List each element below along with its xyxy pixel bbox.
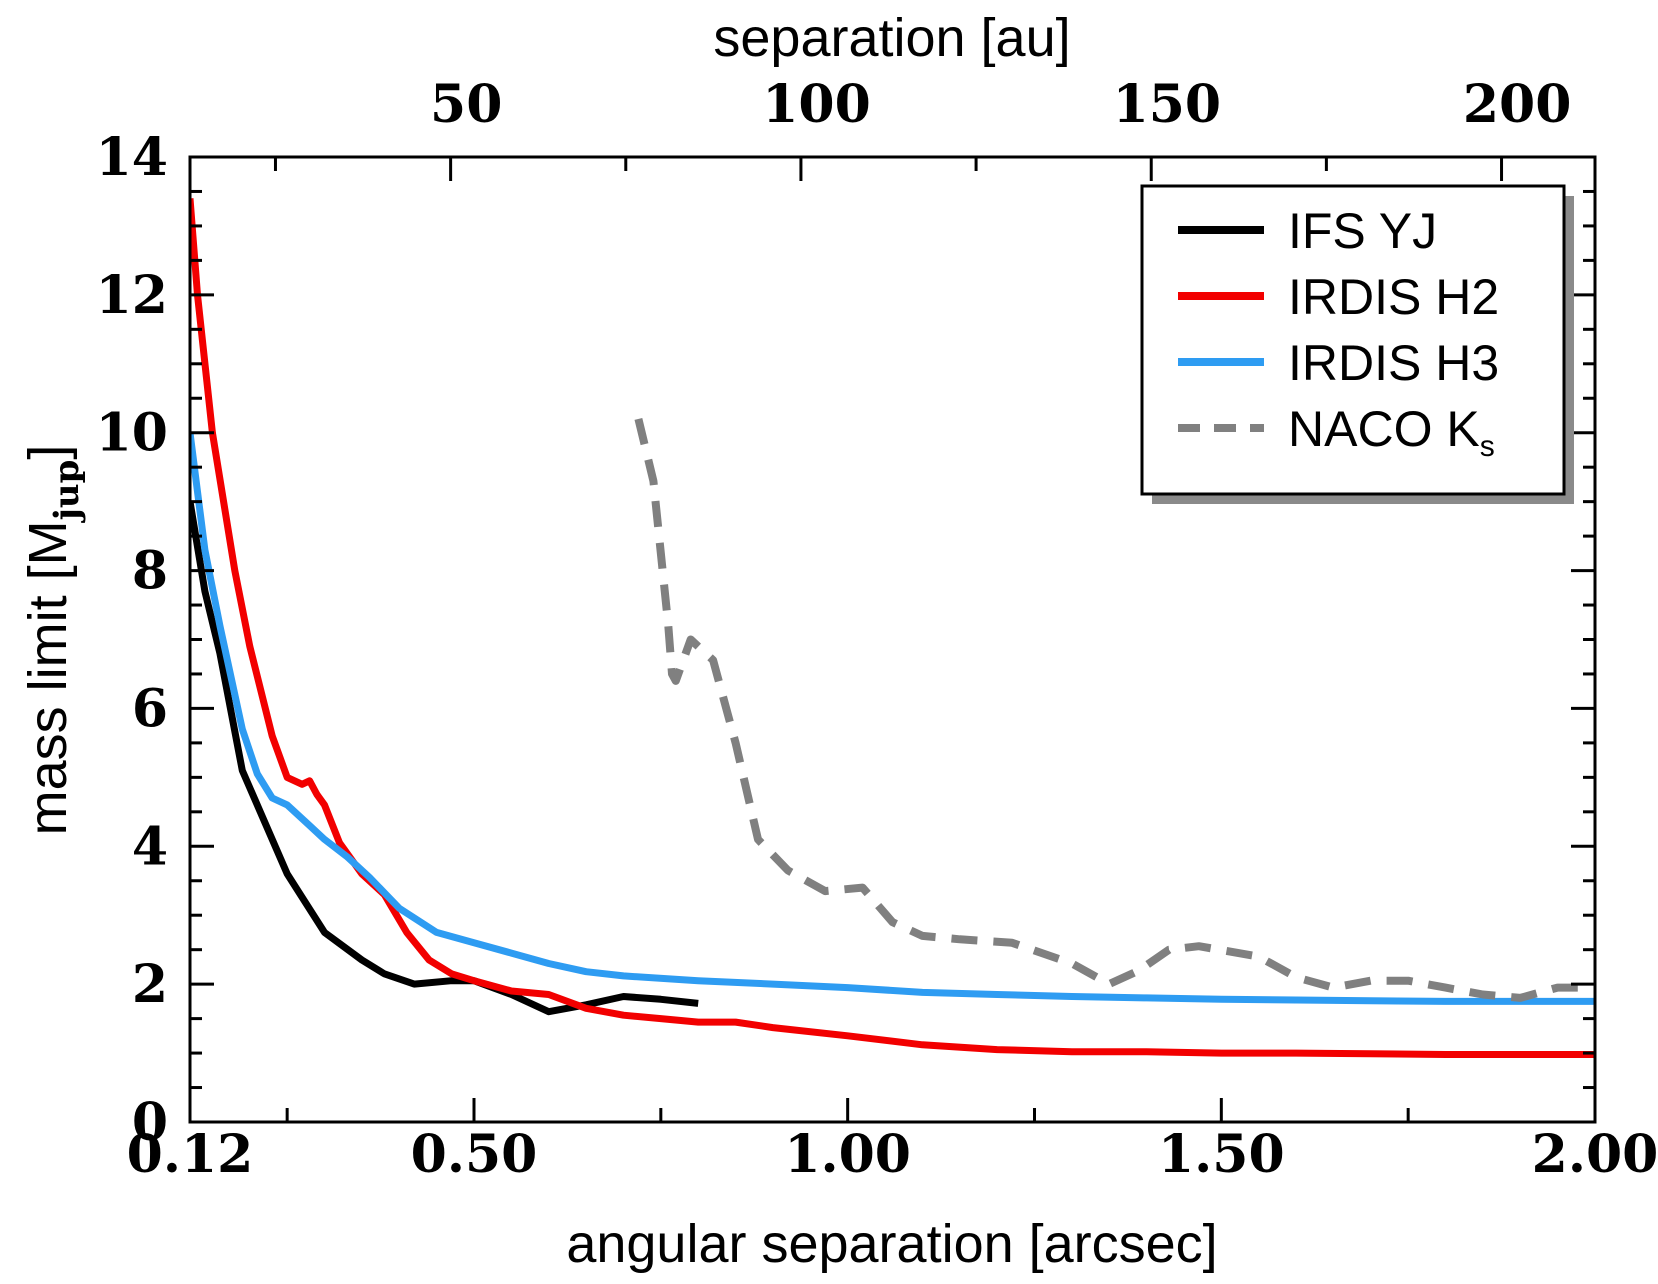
x-axis-label: angular separation [arcsec] xyxy=(566,1214,1217,1274)
top-tick-label: 150 xyxy=(1113,74,1222,135)
top-tick-label: 50 xyxy=(430,74,502,135)
y-tick-label: 6 xyxy=(132,678,168,739)
y-tick-label: 8 xyxy=(132,541,168,602)
y-tick-label: 0 xyxy=(132,1092,168,1153)
x-tick-label: 2.00 xyxy=(1532,1124,1658,1185)
tick-marks xyxy=(190,155,1595,1124)
legend: IFS YJ IRDIS H2 IRDIS H3 NACO Ks xyxy=(1140,184,1574,504)
y-tick-label: 10 xyxy=(96,403,168,464)
legend-label: NACO Ks xyxy=(1288,401,1495,463)
y-tick-label: 2 xyxy=(132,954,168,1015)
y-axis-label-close: ] xyxy=(18,445,78,460)
top-tick-label: 100 xyxy=(762,74,871,135)
legend-label: IRDIS H2 xyxy=(1288,269,1499,325)
y-tick-label: 14 xyxy=(96,127,168,188)
series-line-irdis-h2 xyxy=(190,198,1595,1058)
x-tick-label: 1.50 xyxy=(1158,1124,1285,1185)
y-axis-label-main: mass limit [M xyxy=(18,520,78,835)
legend-label: IRDIS H3 xyxy=(1288,335,1499,391)
top-tick-label: 200 xyxy=(1463,74,1572,135)
x-tick-label: 0.12 xyxy=(127,1124,254,1185)
x-tick-label: 1.00 xyxy=(784,1124,911,1185)
legend-label: IFS YJ xyxy=(1288,203,1437,259)
top-axis-label: separation [au] xyxy=(713,8,1070,68)
legend-box xyxy=(1140,184,1566,496)
tick-labels: 0.12 0.50 1.00 1.50 2.00 0 2 4 6 8 10 12 14 50 100 150 2… xyxy=(96,74,1658,1185)
series-line-irdis-h3 xyxy=(190,432,1595,1005)
series-layer xyxy=(190,198,1595,1058)
y-tick-label: 4 xyxy=(132,816,168,877)
series-line-naco-k xyxy=(634,417,1595,1002)
series-line-ifs-yj xyxy=(190,501,699,1016)
y-tick-label: 12 xyxy=(96,265,168,326)
x-tick-label: 0.50 xyxy=(411,1124,538,1185)
y-axis-label-sub: jup xyxy=(47,460,87,524)
y-axis-label: mass limit [Mjup] xyxy=(18,445,87,836)
